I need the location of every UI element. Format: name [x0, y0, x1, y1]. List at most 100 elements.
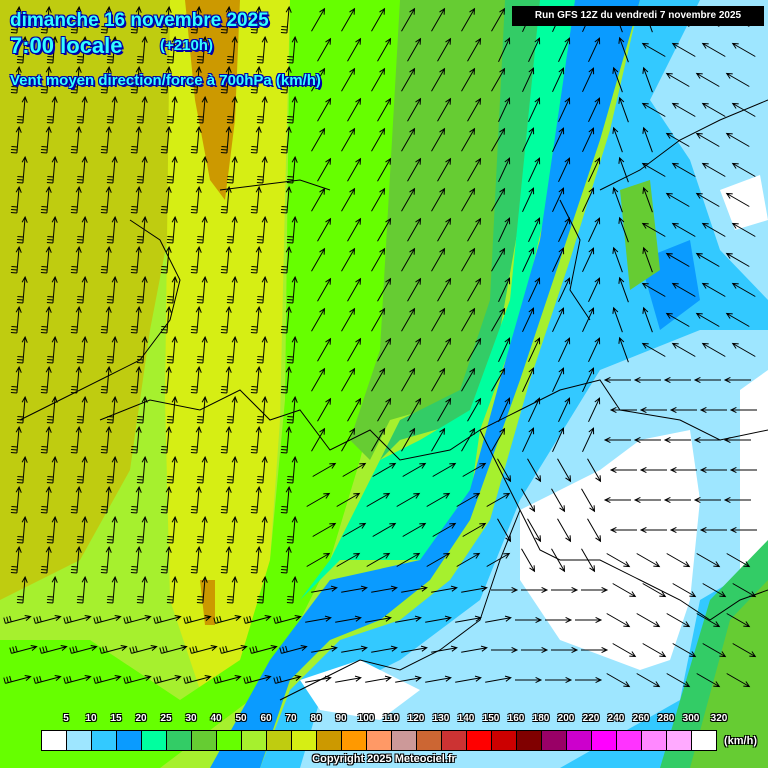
- wind-arrow: [641, 282, 666, 297]
- wind-arrow: [582, 67, 595, 93]
- wind-arrow: [93, 675, 122, 684]
- legend-swatch: [217, 731, 242, 750]
- wind-arrow: [636, 673, 661, 688]
- parameter-title: Vent moyen direction/force à 700hPa (km/…: [10, 72, 321, 89]
- wind-arrow: [46, 215, 58, 244]
- wind-arrow: [731, 42, 756, 57]
- wind-arrow: [76, 395, 88, 424]
- wind-arrow: [581, 488, 596, 513]
- wind-arrow: [669, 406, 697, 414]
- wind-arrow: [431, 187, 446, 212]
- wind-arrow: [226, 455, 238, 484]
- wind-arrow: [130, 485, 142, 514]
- wind-arrow: [726, 553, 751, 568]
- wind-arrow: [731, 102, 756, 117]
- wind-arrow: [522, 247, 535, 273]
- wind-arrow: [552, 247, 565, 273]
- wind-arrow: [159, 645, 188, 654]
- legend-swatch: [342, 731, 367, 750]
- wind-arrow: [588, 337, 601, 363]
- forecast-offset: (+210h): [160, 37, 213, 54]
- forecast-time: 7:00 locale: [10, 33, 123, 58]
- wind-arrow: [256, 395, 268, 424]
- wind-arrow: [377, 337, 392, 362]
- wind-arrow: [130, 545, 142, 574]
- wind-arrow: [33, 675, 62, 684]
- wind-arrow: [106, 155, 118, 184]
- wind-arrow: [702, 643, 727, 658]
- wind-arrow: [136, 515, 148, 544]
- wind-arrow: [699, 466, 727, 474]
- legend-swatch: [267, 731, 292, 750]
- wind-arrow: [437, 217, 452, 242]
- legend-swatch: [492, 731, 517, 750]
- wind-arrow: [642, 306, 653, 333]
- wind-arrow: [521, 488, 536, 513]
- wind-arrow: [10, 245, 22, 274]
- wind-arrow: [665, 192, 690, 207]
- wind-arrow: [256, 455, 268, 484]
- wind-arrow: [76, 335, 88, 364]
- wind-arrow: [100, 5, 112, 34]
- wind-arrow: [666, 553, 691, 568]
- wind-arrow: [16, 215, 28, 244]
- wind-arrow: [136, 95, 148, 124]
- wind-arrow: [497, 518, 512, 543]
- wind-arrow: [641, 222, 666, 237]
- wind-arrow: [10, 185, 22, 214]
- wind-arrow: [462, 522, 487, 537]
- wind-arrow: [256, 35, 268, 64]
- wind-arrow: [515, 676, 543, 684]
- wind-arrow: [10, 125, 22, 154]
- legend-label: 5: [63, 713, 69, 724]
- wind-arrow: [196, 155, 208, 184]
- wind-arrow: [515, 616, 543, 624]
- wind-arrow: [695, 312, 720, 327]
- wind-arrow: [588, 277, 601, 303]
- wind-arrow: [40, 545, 52, 574]
- wind-arrow: [401, 67, 416, 92]
- wind-arrow: [498, 157, 511, 183]
- wind-arrow: [401, 187, 416, 212]
- wind-arrow: [699, 526, 727, 534]
- wind-arrow: [70, 485, 82, 514]
- wind-arrow: [618, 216, 629, 243]
- wind-arrow: [347, 217, 362, 242]
- legend-swatch: [567, 731, 592, 750]
- wind-arrow: [377, 217, 392, 242]
- wind-arrow: [663, 376, 691, 384]
- wind-arrow: [587, 518, 602, 543]
- wind-arrow: [136, 335, 148, 364]
- wind-arrow: [99, 645, 128, 654]
- wind-arrow: [701, 222, 726, 237]
- wind-arrow: [498, 397, 511, 423]
- wind-arrow: [396, 492, 421, 507]
- wind-arrow: [286, 35, 298, 64]
- wind-arrow: [226, 95, 238, 124]
- legend-swatch: [292, 731, 317, 750]
- wind-arrow: [467, 277, 482, 302]
- wind-arrow: [633, 376, 661, 384]
- legend-swatch: [192, 731, 217, 750]
- wind-arrow: [166, 35, 178, 64]
- wind-arrow: [136, 575, 148, 604]
- legend-swatch: [467, 731, 492, 750]
- wind-arrow: [609, 526, 637, 534]
- wind-arrow: [286, 275, 298, 304]
- wind-arrow: [669, 526, 697, 534]
- wind-arrow: [220, 5, 232, 34]
- wind-arrow: [10, 425, 22, 454]
- wind-arrow: [311, 307, 326, 332]
- wind-arrow: [485, 615, 512, 623]
- wind-arrow: [491, 586, 519, 594]
- wind-arrow: [426, 552, 451, 567]
- wind-arrow: [498, 337, 511, 363]
- wind-arrow: [341, 247, 356, 272]
- wind-arrow: [365, 675, 392, 683]
- wind-arrow: [695, 192, 720, 207]
- wind-arrow: [280, 125, 292, 154]
- wind-arrow: [317, 397, 332, 422]
- wind-arrow: [130, 365, 142, 394]
- wind-arrow: [497, 458, 512, 483]
- wind-arrow: [407, 277, 422, 302]
